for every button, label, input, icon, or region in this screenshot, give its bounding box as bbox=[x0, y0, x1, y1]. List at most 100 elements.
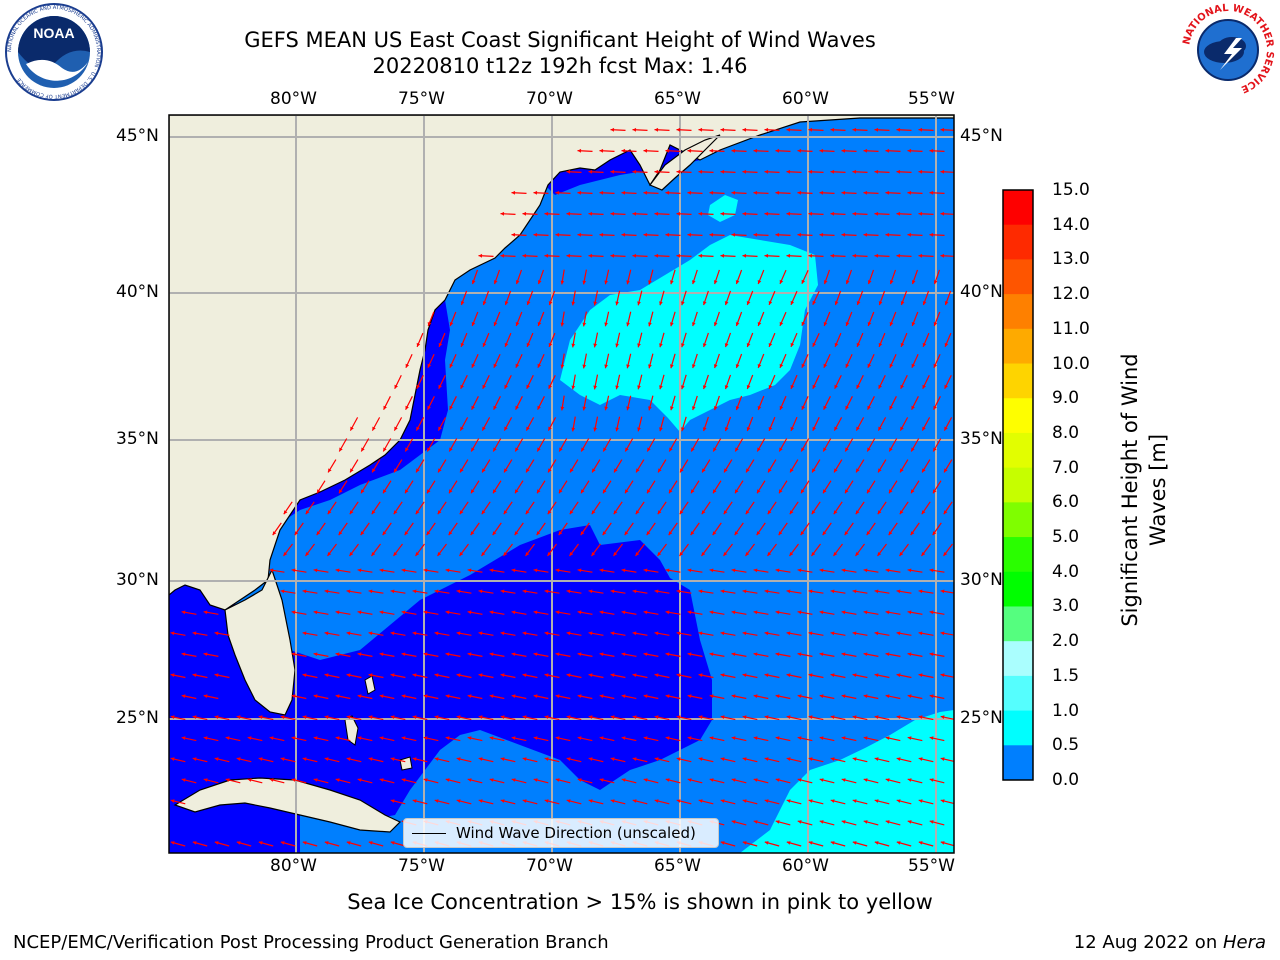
wind-wave-arrowhead bbox=[786, 631, 791, 636]
wind-wave-arrowhead bbox=[170, 673, 175, 678]
wind-wave-arrowhead bbox=[823, 363, 828, 368]
wind-wave-arrowhead bbox=[757, 489, 761, 494]
wind-wave-arrowhead bbox=[360, 531, 365, 536]
wind-wave-arrowhead bbox=[742, 841, 747, 845]
colorbar-segment bbox=[1003, 190, 1033, 226]
wind-wave-arrowhead bbox=[525, 510, 530, 515]
wind-wave-arrowhead bbox=[500, 631, 505, 636]
wind-wave-arrowhead bbox=[845, 447, 849, 452]
wind-wave-arrowhead bbox=[426, 531, 431, 536]
wind-wave-arrowhead bbox=[614, 468, 618, 473]
wind-wave-arrowhead bbox=[559, 489, 563, 494]
wind-wave-arrowhead bbox=[511, 694, 516, 699]
wind-wave-arrowhead bbox=[599, 232, 604, 237]
wind-wave-arrowhead bbox=[808, 673, 813, 678]
wind-wave-arrowhead bbox=[709, 736, 714, 740]
wind-wave-arrowhead bbox=[659, 343, 663, 348]
wind-wave-arrowhead bbox=[423, 778, 428, 782]
wind-wave-arrowhead bbox=[680, 468, 684, 473]
wind-wave-arrowhead bbox=[533, 568, 538, 573]
wind-wave-arrowhead bbox=[582, 406, 587, 411]
wind-wave-arrowhead bbox=[698, 211, 703, 216]
wind-wave-arrowhead bbox=[368, 841, 373, 845]
wind-wave-arrowhead bbox=[757, 280, 762, 284]
wind-wave-arrowhead bbox=[324, 757, 329, 761]
wind-wave-arrowhead bbox=[283, 552, 288, 556]
wind-wave-arrowhead bbox=[654, 589, 659, 594]
wind-wave-arrowhead bbox=[933, 280, 938, 285]
wind-wave-arrowhead bbox=[599, 694, 604, 699]
legend-label: Wind Wave Direction (unscaled) bbox=[456, 824, 696, 842]
wind-wave-arrowhead bbox=[581, 447, 585, 452]
wind-wave-arrowhead bbox=[401, 694, 406, 699]
wind-wave-arrowhead bbox=[830, 757, 835, 761]
wind-wave-arrowhead bbox=[526, 342, 531, 347]
wind-wave-arrowhead bbox=[899, 510, 904, 515]
wind-wave-arrowhead bbox=[896, 841, 901, 845]
wind-wave-arrowhead bbox=[779, 405, 784, 410]
wind-wave-arrowhead bbox=[907, 736, 912, 740]
wind-wave-arrowhead bbox=[885, 148, 890, 153]
wind-wave-arrowhead bbox=[668, 531, 673, 536]
wind-wave-arrowhead bbox=[753, 694, 758, 699]
wind-wave-arrowhead bbox=[940, 757, 945, 761]
wind-wave-arrowhead bbox=[379, 694, 384, 699]
wind-wave-arrowhead bbox=[604, 322, 608, 327]
wind-wave-arrowhead bbox=[822, 531, 827, 536]
wind-wave-arrowhead bbox=[830, 673, 835, 678]
wind-wave-arrowhead bbox=[874, 253, 879, 258]
wind-wave-arrowhead bbox=[478, 715, 483, 719]
footer-date: 12 Aug 2022 on bbox=[1073, 932, 1223, 953]
wind-wave-arrowhead bbox=[339, 447, 343, 452]
wind-wave-arrowhead bbox=[571, 343, 576, 348]
wind-wave-arrowhead bbox=[940, 673, 945, 678]
colorbar-tick-label: 11.0 bbox=[1052, 318, 1090, 339]
wind-wave-arrowhead bbox=[687, 148, 692, 153]
wind-wave-arrowhead bbox=[566, 211, 571, 216]
wind-wave-arrowhead bbox=[526, 426, 530, 431]
lon-tick-bottom: 55°W bbox=[908, 856, 955, 876]
colorbar-tick-label: 14.0 bbox=[1052, 214, 1090, 235]
wind-wave-arrowhead bbox=[654, 799, 659, 803]
wind-wave-arrowhead bbox=[786, 757, 791, 761]
wind-wave-arrowhead bbox=[687, 694, 692, 699]
wind-wave-arrowhead bbox=[615, 427, 619, 432]
wind-wave-arrowhead bbox=[790, 342, 795, 347]
wind-wave-arrowhead bbox=[610, 715, 615, 719]
wind-wave-arrowhead bbox=[522, 211, 527, 216]
wind-wave-arrowhead bbox=[412, 757, 417, 761]
colorbar-tick-label: 5.0 bbox=[1052, 527, 1080, 548]
wind-wave-arrowhead bbox=[438, 426, 442, 431]
wind-wave-arrowhead bbox=[637, 427, 641, 432]
wind-wave-arrowhead bbox=[383, 405, 387, 410]
footer-left: NCEP/EMC/Verification Post Processing Pr… bbox=[13, 932, 609, 953]
wind-wave-arrowhead bbox=[665, 694, 670, 699]
wind-wave-arrowhead bbox=[405, 447, 409, 452]
wind-wave-arrowhead bbox=[493, 280, 498, 285]
wind-wave-arrowhead bbox=[181, 610, 186, 615]
wind-wave-arrowhead bbox=[504, 426, 508, 431]
lon-tick-top: 55°W bbox=[908, 89, 955, 109]
wind-wave-arrowhead bbox=[922, 342, 927, 347]
lon-tick-top: 70°W bbox=[526, 89, 573, 109]
wind-wave-arrowhead bbox=[808, 757, 813, 761]
wind-wave-arrowhead bbox=[559, 447, 563, 452]
wind-wave-arrowhead bbox=[214, 673, 219, 678]
wind-wave-arrowhead bbox=[907, 148, 912, 153]
wind-wave-arrowhead bbox=[328, 468, 332, 473]
wind-wave-arrowhead bbox=[346, 715, 351, 719]
wind-wave-arrowhead bbox=[786, 715, 791, 719]
wind-wave-arrowhead bbox=[313, 736, 318, 740]
wind-wave-arrowhead bbox=[489, 568, 494, 573]
wind-wave-arrowhead bbox=[449, 363, 454, 368]
wind-wave-arrowhead bbox=[867, 280, 872, 285]
wind-wave-arrowhead bbox=[724, 427, 729, 432]
wind-wave-arrowhead bbox=[615, 301, 619, 306]
wind-wave-arrowhead bbox=[588, 631, 593, 636]
wind-wave-arrowhead bbox=[316, 531, 321, 536]
map-title: GEFS MEAN US East Coast Significant Heig… bbox=[244, 28, 876, 52]
wind-wave-arrowhead bbox=[280, 841, 285, 845]
lon-tick-top: 60°W bbox=[782, 89, 829, 109]
wind-wave-arrowhead bbox=[522, 589, 527, 594]
